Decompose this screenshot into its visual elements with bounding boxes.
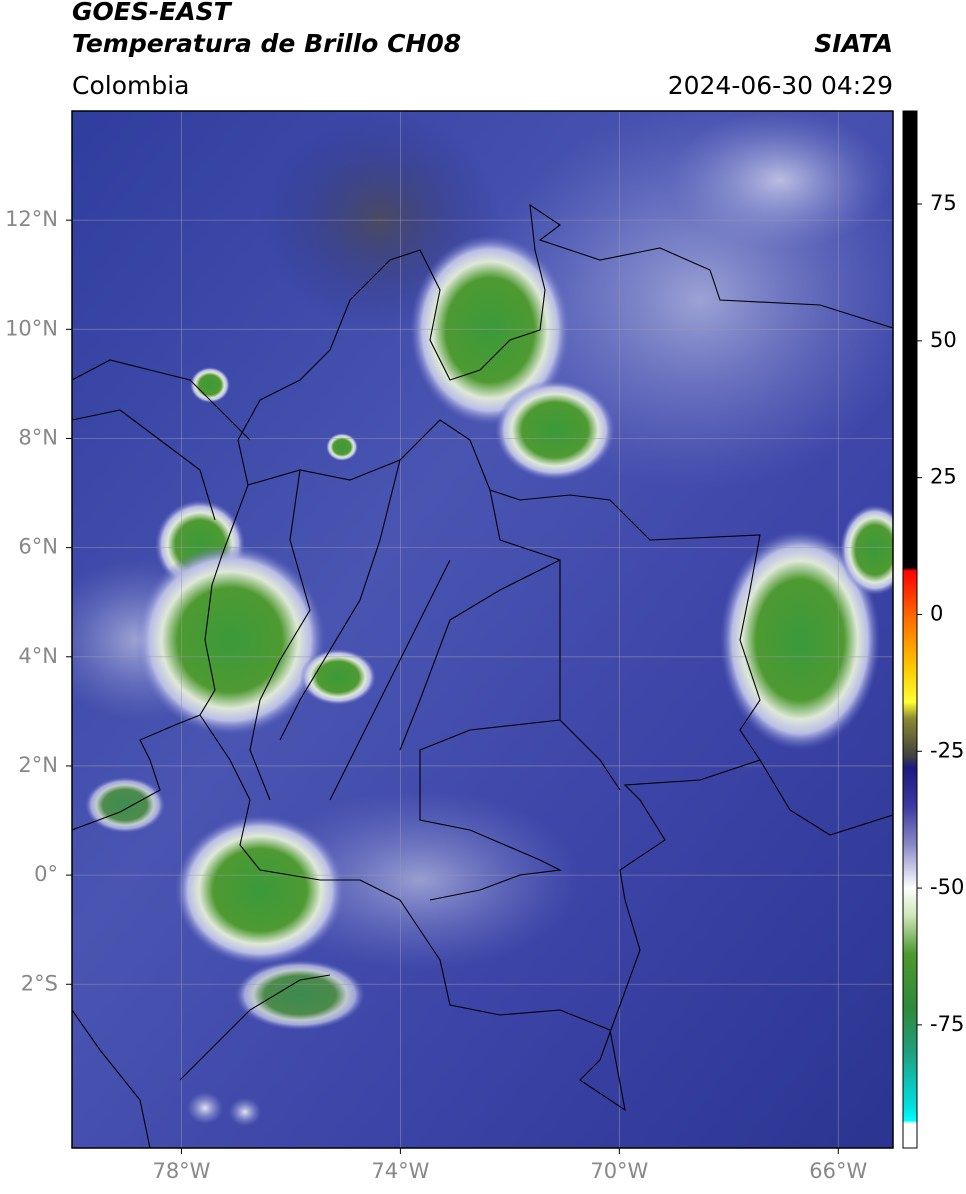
x-tick-label: 74°W (371, 1159, 429, 1183)
x-tick-label: 66°W (809, 1159, 867, 1183)
map-frame (71, 110, 894, 1149)
colorbar (902, 110, 918, 1149)
source: SIATA (814, 29, 893, 58)
y-tick-label: 2°N (18, 753, 58, 777)
colorbar-tick-label: 25 (930, 465, 957, 489)
region: Colombia (72, 71, 189, 100)
colorbar-tick-label: 75 (930, 191, 957, 215)
subtitle: Temperatura de Brillo CH08 (72, 29, 461, 58)
title: GOES-EAST (72, 0, 233, 26)
y-tick-label: 8°N (18, 425, 58, 449)
colorbar-tick-label: 0 (930, 601, 943, 625)
colorbar-tick-label: 50 (930, 328, 957, 352)
y-tick-label: 2°S (21, 971, 58, 995)
y-tick-label: 0° (34, 862, 58, 886)
y-tick-label: 6°N (18, 535, 58, 559)
y-tick-label: 12°N (5, 207, 58, 231)
colorbar-tick-label: -25 (930, 738, 964, 762)
x-tick-label: 78°W (152, 1159, 210, 1183)
colorbar-tick-label: -75 (930, 1012, 964, 1036)
colorbar-tick-label: -50 (930, 875, 964, 899)
x-tick-label: 70°W (590, 1159, 648, 1183)
satellite-image (72, 111, 893, 1148)
timestamp: 2024-06-30 04:29 (668, 71, 893, 100)
y-tick-label: 10°N (5, 316, 58, 340)
y-tick-label: 4°N (18, 644, 58, 668)
